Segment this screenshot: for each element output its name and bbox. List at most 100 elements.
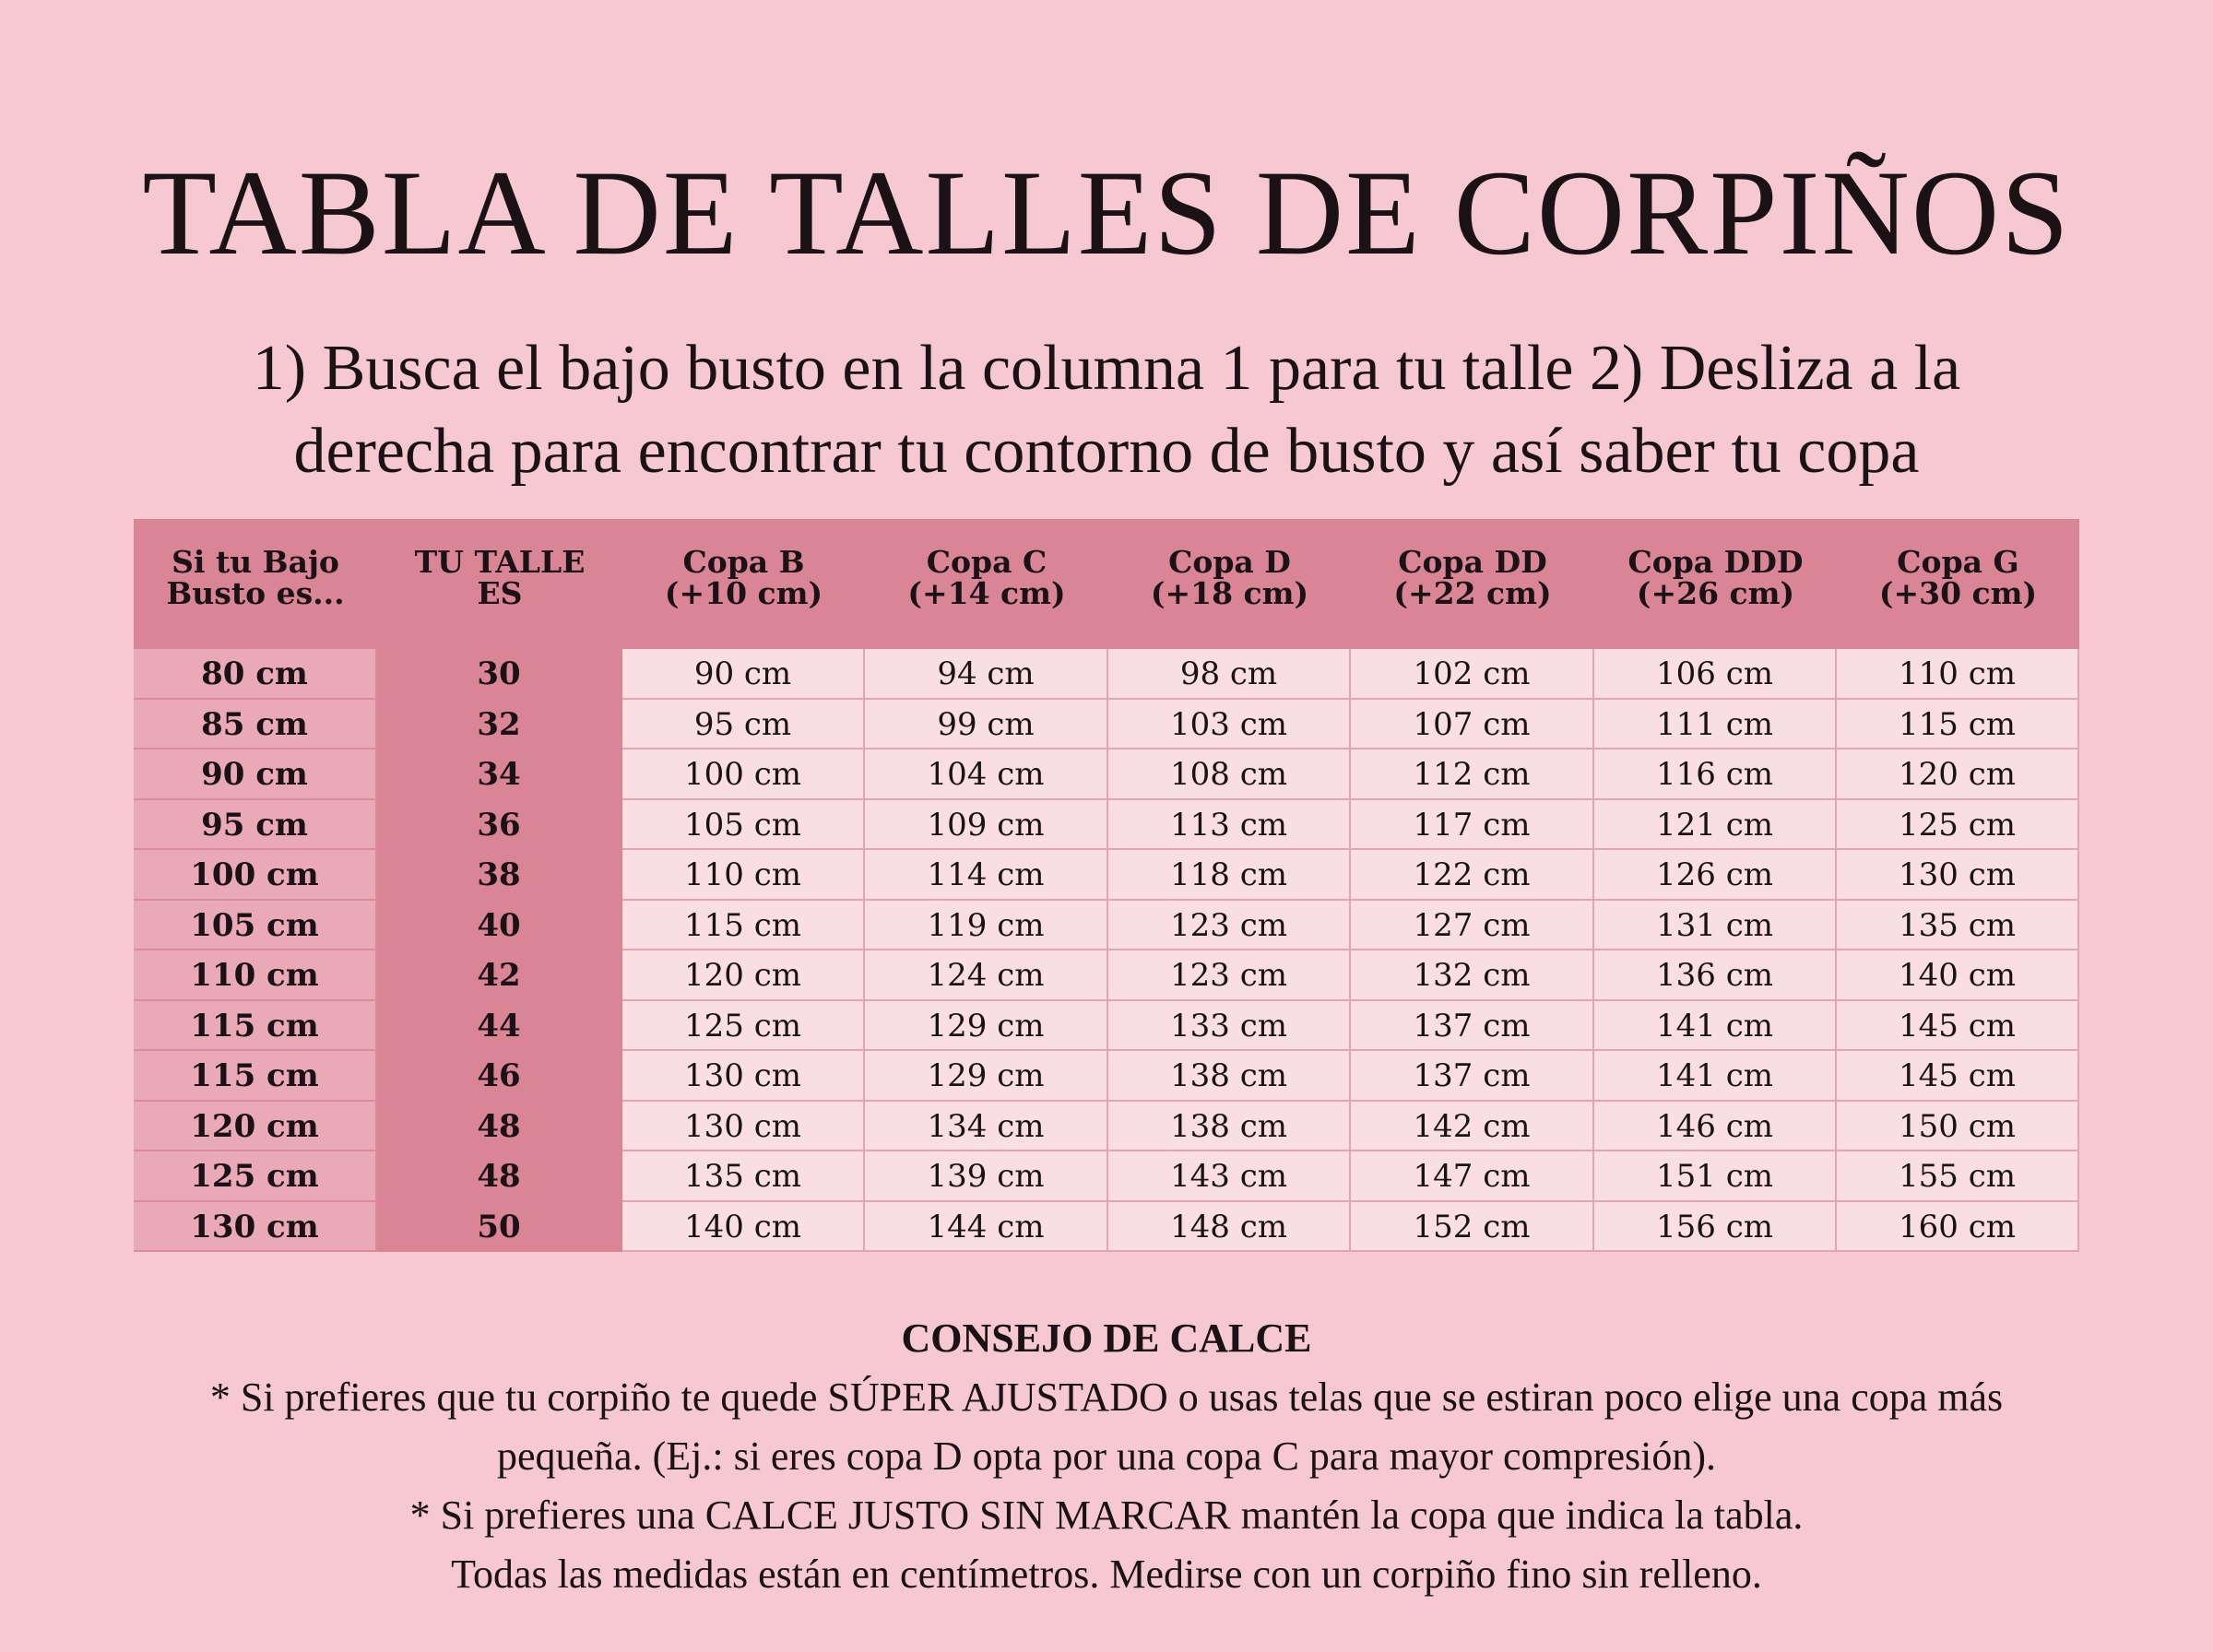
bust-cell: 119 cm <box>865 900 1108 950</box>
column-header: TU TALLE ES <box>377 519 622 649</box>
column-header-line: Copa G <box>1897 544 2019 580</box>
column-header: Copa G (+30 cm) <box>1837 519 2079 649</box>
column-header-line: Busto es... <box>166 575 345 611</box>
table-row: 115 cm 44 125 cm 129 cm 133 cm 137 cm 141 cm 14… <box>134 1000 2079 1051</box>
size-cell: 36 <box>377 799 622 850</box>
bust-cell: 152 cm <box>1351 1201 1594 1252</box>
bust-cell: 156 cm <box>1594 1201 1837 1252</box>
bust-cell: 130 cm <box>622 1051 865 1102</box>
bust-cell: 147 cm <box>1351 1151 1594 1202</box>
bust-cell: 131 cm <box>1594 900 1837 950</box>
size-cell: 50 <box>377 1201 622 1252</box>
table-header: Si tu Bajo Busto es... TU TALLE ES Copa B (+1… <box>134 519 2079 649</box>
bust-cell: 138 cm <box>1108 1051 1351 1102</box>
bust-cell: 107 cm <box>1351 699 1594 749</box>
table-row: 85 cm 32 95 cm 99 cm 103 cm 107 cm 111 cm 115 c… <box>134 699 2079 749</box>
fit-advice-line: pequeña. (Ej.: si eres copa D opta por u… <box>497 1434 1716 1479</box>
column-header-line: (+30 cm) <box>1878 575 2038 611</box>
column-header-line: Copa C <box>926 544 1047 580</box>
underbust-cell: 125 cm <box>134 1151 377 1202</box>
size-cell: 40 <box>377 900 622 950</box>
size-cell: 46 <box>377 1051 622 1102</box>
bust-cell: 145 cm <box>1837 1000 2079 1051</box>
size-cell: 32 <box>377 699 622 749</box>
column-header-line: Si tu Bajo <box>172 544 339 580</box>
bust-cell: 130 cm <box>622 1101 865 1151</box>
column-header-line: (+22 cm) <box>1393 575 1552 611</box>
bust-cell: 155 cm <box>1837 1151 2079 1202</box>
column-header-line: Copa D <box>1168 544 1291 580</box>
bust-cell: 137 cm <box>1351 1000 1594 1051</box>
table-row: 95 cm 36 105 cm 109 cm 113 cm 117 cm 121 cm 125… <box>134 799 2079 850</box>
column-header-line: ES <box>477 575 523 611</box>
bust-cell: 104 cm <box>865 749 1108 800</box>
underbust-cell: 110 cm <box>134 950 377 1001</box>
table-row: 105 cm 40 115 cm 119 cm 123 cm 127 cm 131 cm 13… <box>134 900 2079 950</box>
size-cell: 48 <box>377 1151 622 1202</box>
size-cell: 48 <box>377 1101 622 1151</box>
bust-cell: 146 cm <box>1594 1101 1837 1151</box>
column-header: Copa B (+10 cm) <box>622 519 865 649</box>
instructions: 1) Busca el bajo busto en la columna 1 p… <box>111 327 2102 493</box>
bust-cell: 136 cm <box>1594 950 1837 1001</box>
table-row: 125 cm 48 135 cm 139 cm 143 cm 147 cm 151 cm 15… <box>134 1151 2079 1202</box>
instruction-line: derecha para encontrar tu contorno de bu… <box>293 416 1920 487</box>
bust-cell: 139 cm <box>865 1151 1108 1202</box>
size-cell: 34 <box>377 749 622 800</box>
size-cell: 38 <box>377 850 622 901</box>
fit-advice-title: CONSEJO DE CALCE <box>901 1316 1312 1361</box>
bust-cell: 144 cm <box>865 1201 1108 1252</box>
page-title: TABLA DE TALLES DE CORPIÑOS <box>142 145 2071 280</box>
column-header-line: Copa DDD <box>1627 544 1804 580</box>
bust-cell: 134 cm <box>865 1101 1108 1151</box>
fit-advice-line: Todas las medidas están en centímetros. … <box>451 1552 1762 1597</box>
underbust-cell: 90 cm <box>134 749 377 800</box>
underbust-cell: 85 cm <box>134 699 377 749</box>
column-header-line: (+10 cm) <box>664 575 823 611</box>
column-header-line: Copa B <box>682 544 805 580</box>
bust-cell: 129 cm <box>865 1000 1108 1051</box>
column-header-line: (+26 cm) <box>1636 575 1795 611</box>
bust-cell: 123 cm <box>1108 900 1351 950</box>
bust-cell: 115 cm <box>622 900 865 950</box>
table-row: 130 cm 50 140 cm 144 cm 148 cm 152 cm 156 cm 16… <box>134 1201 2079 1252</box>
bust-cell: 114 cm <box>865 850 1108 901</box>
bust-cell: 160 cm <box>1837 1201 2079 1252</box>
size-cell: 42 <box>377 950 622 1001</box>
table-row: 90 cm 34 100 cm 104 cm 108 cm 112 cm 116 cm 120… <box>134 749 2079 800</box>
bust-cell: 125 cm <box>622 1000 865 1051</box>
bust-cell: 95 cm <box>622 699 865 749</box>
bust-cell: 133 cm <box>1108 1000 1351 1051</box>
bust-cell: 115 cm <box>1837 699 2079 749</box>
bust-cell: 109 cm <box>865 799 1108 850</box>
column-header: Copa DDD (+26 cm) <box>1594 519 1837 649</box>
bust-cell: 143 cm <box>1108 1151 1351 1202</box>
column-header: Si tu Bajo Busto es... <box>134 519 377 649</box>
fit-advice-line: * Si prefieres una CALCE JUSTO SIN MARCA… <box>409 1493 1804 1538</box>
bust-cell: 132 cm <box>1351 950 1594 1001</box>
fit-advice: CONSEJO DE CALCE * Si prefieres que tu c… <box>92 1309 2121 1604</box>
underbust-cell: 115 cm <box>134 1051 377 1102</box>
column-header: Copa DD (+22 cm) <box>1351 519 1594 649</box>
bust-cell: 103 cm <box>1108 699 1351 749</box>
bust-cell: 127 cm <box>1351 900 1594 950</box>
bust-cell: 110 cm <box>622 850 865 901</box>
bust-cell: 148 cm <box>1108 1201 1351 1252</box>
bust-cell: 106 cm <box>1594 649 1837 700</box>
bust-cell: 140 cm <box>622 1201 865 1252</box>
size-cell: 30 <box>377 649 622 700</box>
bust-cell: 137 cm <box>1351 1051 1594 1102</box>
underbust-cell: 120 cm <box>134 1101 377 1151</box>
bust-cell: 100 cm <box>622 749 865 800</box>
bust-cell: 110 cm <box>1837 649 2079 700</box>
bust-cell: 122 cm <box>1351 850 1594 901</box>
bust-cell: 121 cm <box>1594 799 1837 850</box>
bust-cell: 135 cm <box>1837 900 2079 950</box>
bust-cell: 112 cm <box>1351 749 1594 800</box>
bust-cell: 150 cm <box>1837 1101 2079 1151</box>
bust-cell: 151 cm <box>1594 1151 1837 1202</box>
size-cell: 44 <box>377 1000 622 1051</box>
bust-cell: 138 cm <box>1108 1101 1351 1151</box>
bust-cell: 98 cm <box>1108 649 1351 700</box>
bust-cell: 125 cm <box>1837 799 2079 850</box>
